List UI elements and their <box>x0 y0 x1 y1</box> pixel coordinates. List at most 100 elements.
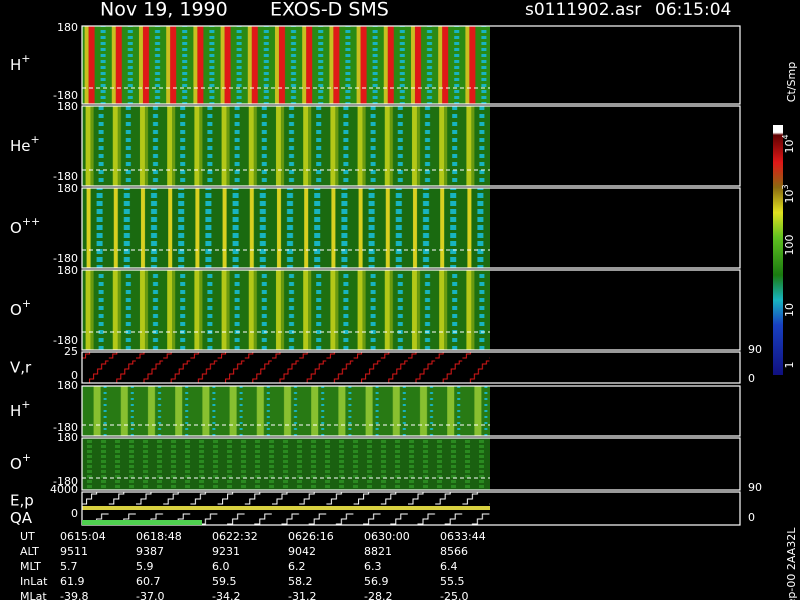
table-cell: 60.7 <box>136 575 161 588</box>
y-tick-label: 4000 <box>50 483 78 496</box>
spectrogram <box>82 188 490 268</box>
table-cell: 61.9 <box>60 575 85 588</box>
row-label: MLT <box>20 560 41 573</box>
right-tick-label: 0 <box>748 372 755 385</box>
panel-label: QA <box>10 509 33 527</box>
row-label: ALT <box>20 545 39 558</box>
label-name: He <box>10 137 31 155</box>
table-cell: 56.9 <box>364 575 389 588</box>
right-tick-label: 0 <box>748 511 755 524</box>
y-tick-label: -180 <box>53 170 78 183</box>
panel-frame <box>81 491 741 526</box>
table-cell: 5.9 <box>136 560 154 573</box>
colorbar-label: 104 <box>781 134 797 153</box>
table-cell: -25.0 <box>440 590 468 600</box>
color-unit: Ct/Smp <box>785 62 798 102</box>
spectrogram <box>82 492 490 525</box>
label-base: 10 <box>783 190 796 204</box>
table-cell: -31.2 <box>288 590 316 600</box>
panel-label: E,p <box>10 491 34 509</box>
table-cell: 0630:00 <box>364 530 410 543</box>
panel-frame <box>81 25 741 105</box>
y-tick-label: 180 <box>57 431 78 444</box>
right-tick-label: 90 <box>748 343 762 356</box>
panel-frame <box>81 187 741 269</box>
panel-label: O+ <box>10 297 31 319</box>
spectrogram <box>82 270 490 350</box>
y-tick-label: -180 <box>53 334 78 347</box>
panel-label: O+ <box>10 451 31 473</box>
y-tick-label: 180 <box>57 100 78 113</box>
panel-frame <box>81 437 741 491</box>
panel-frame <box>81 269 741 351</box>
spectrogram <box>82 386 490 436</box>
table-cell: 0615:04 <box>60 530 106 543</box>
label-name: O <box>10 301 22 319</box>
table-cell: 5.7 <box>60 560 78 573</box>
y-tick-label: 180 <box>57 182 78 195</box>
y-tick-label: 180 <box>57 21 78 34</box>
row-label: UT <box>20 530 35 543</box>
y-tick-label: 180 <box>57 264 78 277</box>
row-label: MLat <box>20 590 47 600</box>
spectrogram <box>82 352 490 383</box>
color-bar <box>773 125 783 375</box>
y-tick-label: 180 <box>57 379 78 392</box>
label-base: 10 <box>783 140 796 154</box>
file-name: s0111902.asr <box>525 0 641 20</box>
label-exp: 4 <box>781 134 790 139</box>
y-tick-label: -180 <box>53 421 78 434</box>
instrument: EXOS-D SMS <box>270 0 389 21</box>
spectrogram <box>82 438 490 490</box>
row-label: InLat <box>20 575 48 588</box>
spectrogram <box>82 106 490 186</box>
table-cell: 6.0 <box>212 560 230 573</box>
y-tick-label: 0 <box>71 369 78 382</box>
table-cell: 9042 <box>288 545 316 558</box>
table-cell: -37.0 <box>136 590 164 600</box>
label-charge: + <box>22 297 31 310</box>
label-charge: + <box>21 398 30 411</box>
table-cell: 9387 <box>136 545 164 558</box>
label-name: O <box>10 219 22 237</box>
y-tick-label: -180 <box>53 89 78 102</box>
y-tick-label: 0 <box>71 507 78 520</box>
panel-label: V,r <box>10 358 32 376</box>
title: Nov 19, 1990 <box>100 0 228 21</box>
table-cell: 0633:44 <box>440 530 486 543</box>
table-cell: 0618:48 <box>136 530 182 543</box>
label-charge: + <box>22 451 31 464</box>
table-cell: 0622:32 <box>212 530 258 543</box>
table-cell: 6.4 <box>440 560 458 573</box>
footer: Sep-00 2AA32L <box>785 527 798 600</box>
start-time: 06:15:04 <box>655 0 731 20</box>
panel-frame <box>81 105 741 187</box>
table-cell: 59.5 <box>212 575 237 588</box>
table-cell: 58.2 <box>288 575 313 588</box>
label-name: V,r <box>10 358 32 376</box>
label-charge: + <box>21 52 30 65</box>
label-charge: ++ <box>22 215 40 228</box>
label-name: H <box>10 56 21 74</box>
colorbar-label: 103 <box>781 184 797 203</box>
label-name: O <box>10 455 22 473</box>
table-cell: 55.5 <box>440 575 465 588</box>
y-tick-label: -180 <box>53 475 78 488</box>
table-cell: -34.2 <box>212 590 240 600</box>
panel-label: H+ <box>10 52 31 74</box>
spectrogram <box>82 26 490 104</box>
table-cell: -39.8 <box>60 590 88 600</box>
label-exp: 3 <box>781 184 790 189</box>
table-cell: 8566 <box>440 545 468 558</box>
y-tick-label: -180 <box>53 252 78 265</box>
table-cell: -28.2 <box>364 590 392 600</box>
table-cell: 6.2 <box>288 560 306 573</box>
colorbar-label: 1 <box>783 362 796 369</box>
panel-label: H+ <box>10 398 31 420</box>
panel-frame <box>81 385 741 437</box>
table-cell: 8821 <box>364 545 392 558</box>
panel-frame <box>81 351 741 384</box>
label-charge: + <box>31 133 40 146</box>
